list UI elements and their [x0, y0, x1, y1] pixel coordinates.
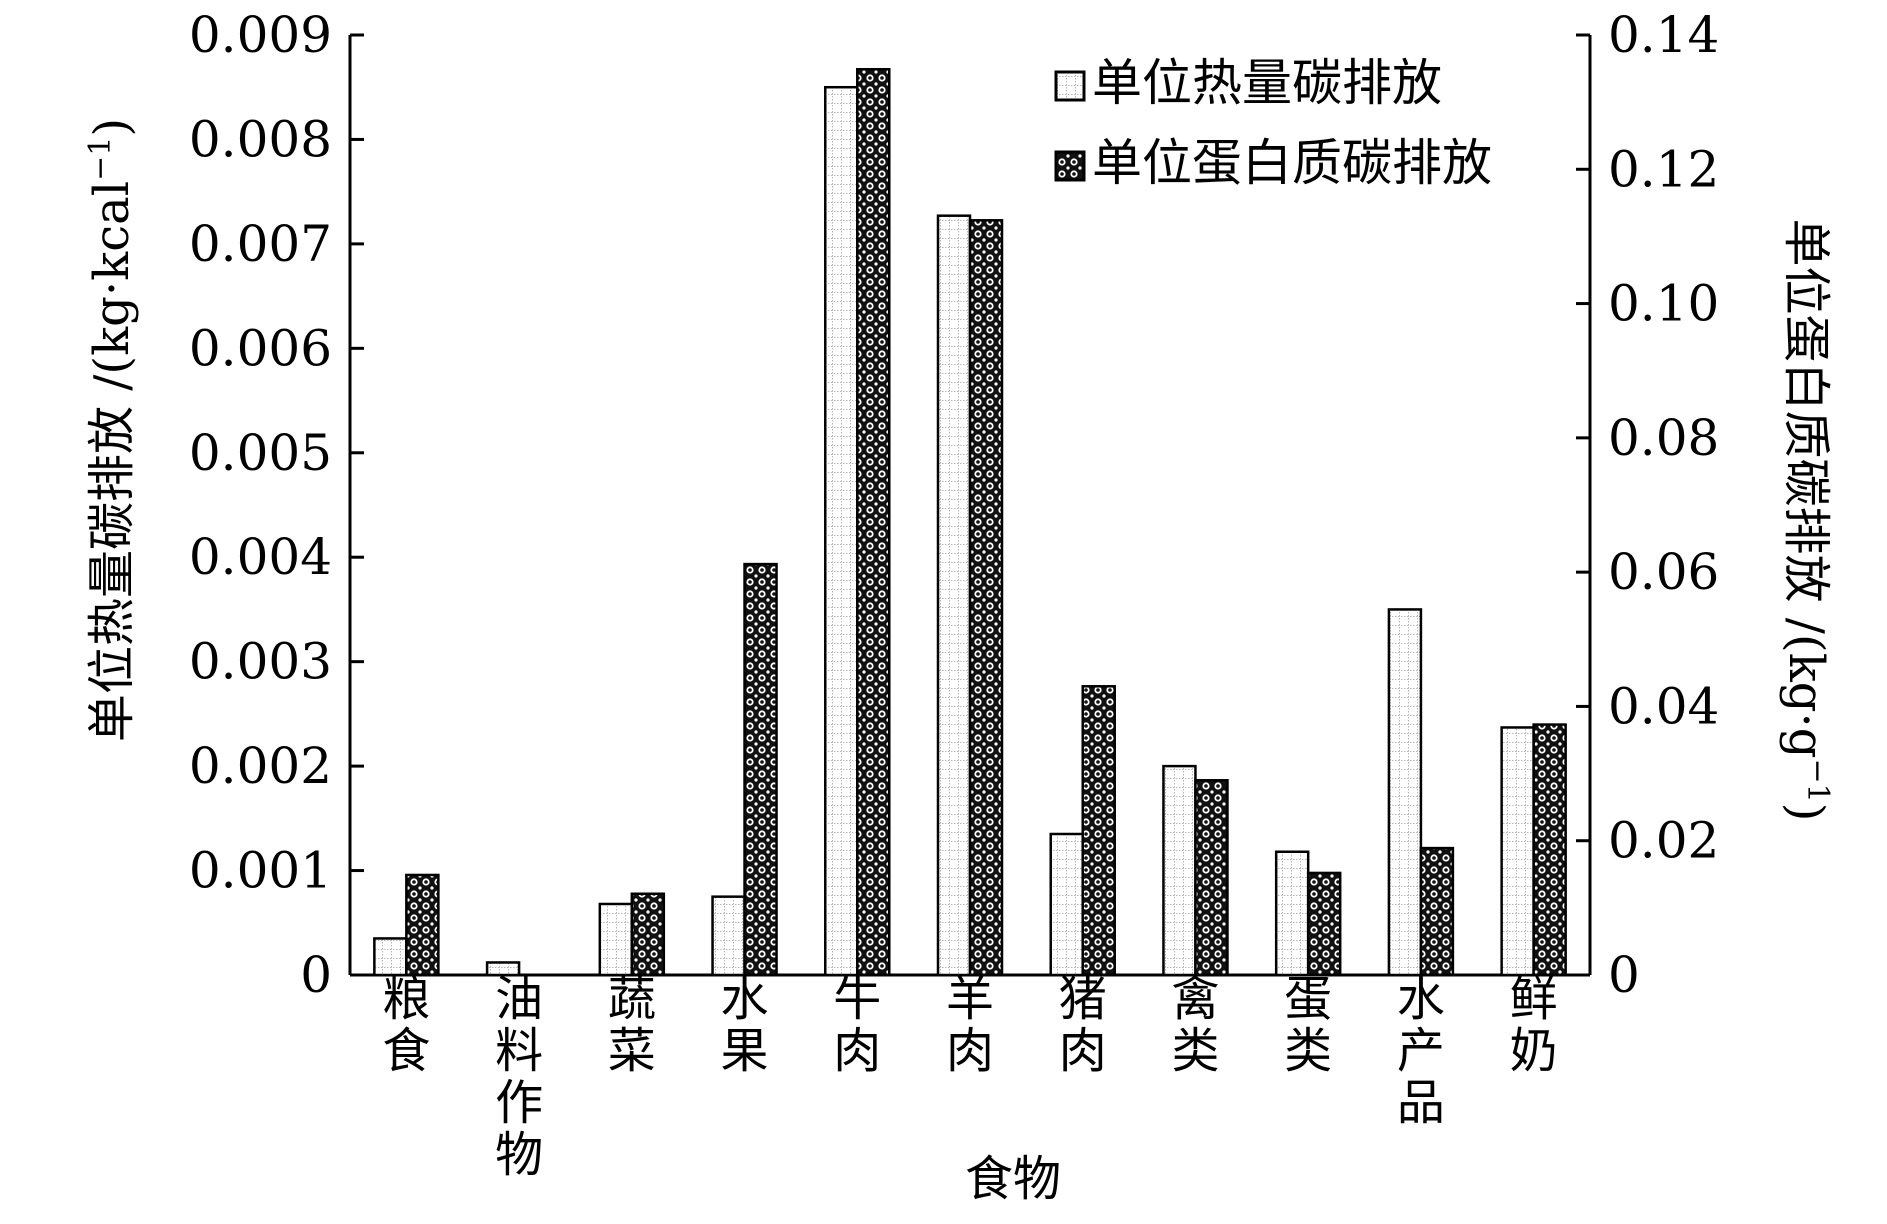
legend-label-calorie: 单位热量碳排放 — [1092, 54, 1442, 112]
legend-swatch-calorie — [1054, 70, 1086, 102]
bar-calorie-3 — [598, 902, 634, 977]
y-tick-left-label: 0 — [300, 946, 332, 1004]
y-tick-left-label: 0.006 — [189, 319, 332, 377]
category-label: 蛋类 — [1284, 971, 1332, 1079]
bar-protein-5 — [856, 67, 891, 977]
bars — [373, 67, 1567, 977]
y-axis-title-left: 单位热量碳排放 /(kg·kcal−1) — [83, 118, 140, 742]
category-label: 蔬菜 — [608, 971, 656, 1079]
y-axis-title-right-text: 单位蛋白质碳排放 /(kg·g−1) — [1778, 219, 1835, 822]
y-tick-right-label: 0.02 — [1608, 812, 1719, 870]
y-tick-left-label: 0.004 — [189, 528, 332, 586]
y-axis-title-right: 单位蛋白质碳排放 /(kg·g−1) — [1778, 219, 1835, 822]
y-tick-right-label: 0.04 — [1608, 677, 1719, 735]
bar-calorie-2 — [485, 961, 521, 977]
category-label: 羊肉 — [946, 971, 994, 1079]
category-label: 鲜奶 — [1510, 971, 1558, 1079]
bar-calorie-5 — [824, 85, 859, 977]
category-label: 水产品 — [1397, 971, 1445, 1131]
y-tick-left-label: 0.003 — [189, 633, 332, 691]
legend: 单位热量碳排放 单位蛋白质碳排放 — [1054, 54, 1492, 192]
bar-calorie-4 — [711, 895, 746, 977]
bar-protein-7 — [1081, 685, 1116, 977]
y-tick-left-label: 0.008 — [189, 110, 332, 168]
y-axis-title-left-text: 单位热量碳排放 /(kg·kcal−1) — [83, 118, 140, 742]
bar-protein-8 — [1194, 779, 1229, 977]
category-label: 水果 — [721, 971, 769, 1079]
y-tick-left-label: 0.001 — [189, 842, 332, 900]
y-tick-right-label: 0.06 — [1608, 543, 1719, 601]
category-label: 粮食 — [382, 971, 430, 1079]
tick-labels: 0 0.001 0.002 0.003 0.004 0.005 0.006 0.007 0.00… — [189, 6, 1719, 1004]
bar-calorie-1 — [373, 937, 408, 977]
category-label: 牛肉 — [833, 971, 881, 1079]
y-tick-right-label: 0.14 — [1608, 6, 1719, 64]
legend-label-protein: 单位蛋白质碳排放 — [1092, 134, 1492, 192]
bar-calorie-9 — [1274, 850, 1310, 977]
x-axis-title: 食物 — [965, 1151, 1061, 1207]
y-tick-right-label: 0.10 — [1608, 275, 1719, 333]
y-tick-left-label: 0.005 — [189, 424, 332, 482]
bar-protein-9 — [1306, 871, 1342, 977]
category-label: 猪肉 — [1059, 971, 1107, 1079]
y-tick-left-label: 0.002 — [189, 737, 332, 795]
bar-calorie-6 — [936, 214, 972, 977]
bar-protein-4 — [743, 562, 778, 977]
bar-protein-1 — [405, 873, 440, 977]
bar-protein-10 — [1419, 846, 1455, 977]
y-tick-right-label: 0.08 — [1608, 409, 1719, 467]
bar-calorie-7 — [1049, 832, 1084, 977]
legend-swatch-protein — [1054, 150, 1086, 182]
category-label: 油料作物 — [495, 971, 543, 1183]
bar-calorie-10 — [1387, 608, 1423, 977]
bar-calorie-11 — [1500, 726, 1535, 977]
bar-calorie-8 — [1162, 764, 1197, 977]
y-tick-right-label: 0.12 — [1608, 140, 1719, 198]
y-tick-right-label: 0 — [1608, 946, 1640, 1004]
y-tick-left-label: 0.009 — [189, 6, 332, 64]
category-label: 禽类 — [1171, 971, 1219, 1079]
bar-protein-6 — [968, 219, 1004, 977]
bar-protein-11 — [1532, 723, 1567, 977]
bar-protein-3 — [630, 892, 666, 977]
y-tick-left-label: 0.007 — [189, 215, 332, 273]
